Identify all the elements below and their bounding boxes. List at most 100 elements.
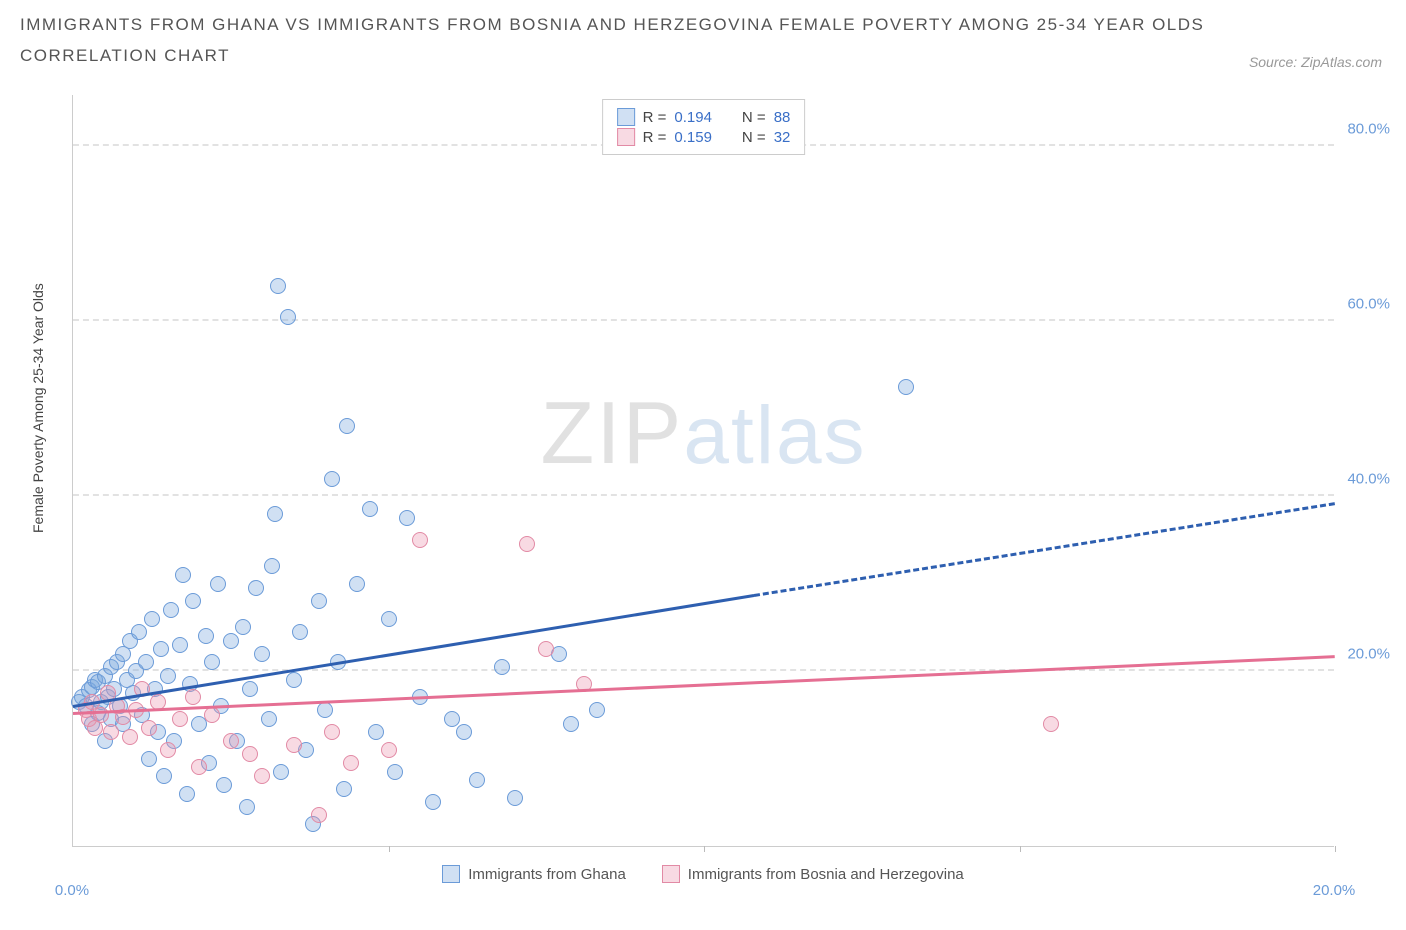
- scatter-point-ghana: [381, 611, 397, 627]
- scatter-point-ghana: [144, 611, 160, 627]
- scatter-point-ghana: [336, 781, 352, 797]
- scatter-point-bosnia: [254, 768, 270, 784]
- ytick-label: 80.0%: [1347, 121, 1390, 138]
- scatter-point-bosnia: [324, 724, 340, 740]
- legend-swatch: [442, 865, 460, 883]
- scatter-point-ghana: [261, 711, 277, 727]
- scatter-point-ghana: [456, 724, 472, 740]
- scatter-point-ghana: [387, 764, 403, 780]
- legend-r-value: 0.194: [674, 109, 712, 126]
- scatter-point-bosnia: [160, 742, 176, 758]
- scatter-point-ghana: [223, 633, 239, 649]
- scatter-point-ghana: [239, 799, 255, 815]
- source-name: ZipAtlas.com: [1301, 54, 1382, 70]
- gridline-h: [73, 494, 1334, 496]
- scatter-point-ghana: [311, 593, 327, 609]
- legend-n-value: 32: [774, 129, 791, 146]
- trend-line: [73, 655, 1335, 715]
- watermark-zip: ZIP: [540, 383, 683, 482]
- scatter-point-ghana: [270, 278, 286, 294]
- scatter-point-ghana: [160, 668, 176, 684]
- scatter-point-bosnia: [343, 755, 359, 771]
- legend-swatch: [617, 108, 635, 126]
- xtick-mark: [1335, 846, 1336, 852]
- scatter-point-ghana: [444, 711, 460, 727]
- scatter-point-bosnia: [204, 707, 220, 723]
- ytick-label: 40.0%: [1347, 471, 1390, 488]
- source-prefix: Source:: [1249, 54, 1301, 70]
- scatter-point-ghana: [324, 471, 340, 487]
- legend-series-item: Immigrants from Ghana: [442, 865, 626, 883]
- y-axis-label: Female Poverty Among 25-34 Year Olds: [30, 283, 46, 533]
- scatter-point-ghana: [185, 593, 201, 609]
- scatter-point-ghana: [286, 672, 302, 688]
- scatter-point-ghana: [141, 751, 157, 767]
- scatter-point-ghana: [175, 567, 191, 583]
- scatter-point-ghana: [563, 716, 579, 732]
- legend-n-value: 88: [774, 109, 791, 126]
- scatter-point-bosnia: [538, 641, 554, 657]
- chart-container: Female Poverty Among 25-34 Year Olds ZIP…: [20, 95, 1386, 915]
- scatter-point-bosnia: [172, 711, 188, 727]
- scatter-point-bosnia: [122, 729, 138, 745]
- scatter-point-ghana: [198, 628, 214, 644]
- scatter-point-bosnia: [185, 689, 201, 705]
- scatter-point-ghana: [507, 790, 523, 806]
- scatter-point-ghana: [349, 576, 365, 592]
- scatter-point-bosnia: [223, 733, 239, 749]
- legend-series-label: Immigrants from Ghana: [468, 866, 626, 883]
- scatter-point-ghana: [153, 641, 169, 657]
- scatter-point-ghana: [368, 724, 384, 740]
- title-line-2: CORRELATION CHART: [20, 41, 1386, 72]
- gridline-h: [73, 669, 1334, 671]
- gridline-h: [73, 319, 1334, 321]
- ytick-label: 60.0%: [1347, 296, 1390, 313]
- legend-stats-row: R = 0.194 N = 88: [617, 108, 791, 126]
- scatter-point-ghana: [280, 309, 296, 325]
- scatter-point-ghana: [163, 602, 179, 618]
- scatter-point-bosnia: [141, 720, 157, 736]
- scatter-point-ghana: [254, 646, 270, 662]
- scatter-point-ghana: [204, 654, 220, 670]
- scatter-point-ghana: [172, 637, 188, 653]
- scatter-point-ghana: [425, 794, 441, 810]
- scatter-point-ghana: [317, 702, 333, 718]
- scatter-point-ghana: [156, 768, 172, 784]
- scatter-point-ghana: [362, 501, 378, 517]
- scatter-point-ghana: [216, 777, 232, 793]
- scatter-point-bosnia: [286, 737, 302, 753]
- scatter-point-ghana: [898, 379, 914, 395]
- legend-series: Immigrants from Ghana Immigrants from Bos…: [20, 865, 1386, 887]
- legend-swatch: [662, 865, 680, 883]
- scatter-point-bosnia: [103, 724, 119, 740]
- scatter-point-bosnia: [242, 746, 258, 762]
- legend-n-label: N =: [742, 129, 766, 146]
- xtick-mark: [704, 846, 705, 852]
- scatter-point-ghana: [469, 772, 485, 788]
- legend-series-item: Immigrants from Bosnia and Herzegovina: [662, 865, 964, 883]
- scatter-point-bosnia: [191, 759, 207, 775]
- scatter-point-ghana: [131, 624, 147, 640]
- scatter-point-ghana: [339, 418, 355, 434]
- scatter-point-bosnia: [1043, 716, 1059, 732]
- legend-stats-row: R = 0.159N = 32: [617, 128, 791, 146]
- scatter-point-ghana: [267, 506, 283, 522]
- xtick-mark: [389, 846, 390, 852]
- scatter-point-ghana: [242, 681, 258, 697]
- source-attribution: Source: ZipAtlas.com: [1249, 54, 1382, 70]
- legend-r-label: R =: [643, 109, 667, 126]
- trend-line: [754, 502, 1335, 597]
- scatter-point-ghana: [273, 764, 289, 780]
- legend-r-label: R =: [643, 129, 667, 146]
- legend-series-label: Immigrants from Bosnia and Herzegovina: [688, 866, 964, 883]
- legend-n-label: N =: [742, 109, 766, 126]
- ytick-label: 20.0%: [1347, 646, 1390, 663]
- legend-swatch: [617, 128, 635, 146]
- scatter-point-ghana: [494, 659, 510, 675]
- scatter-point-ghana: [248, 580, 264, 596]
- scatter-point-ghana: [179, 786, 195, 802]
- scatter-point-ghana: [399, 510, 415, 526]
- scatter-point-ghana: [589, 702, 605, 718]
- scatter-point-ghana: [235, 619, 251, 635]
- watermark: ZIPatlas: [540, 382, 866, 484]
